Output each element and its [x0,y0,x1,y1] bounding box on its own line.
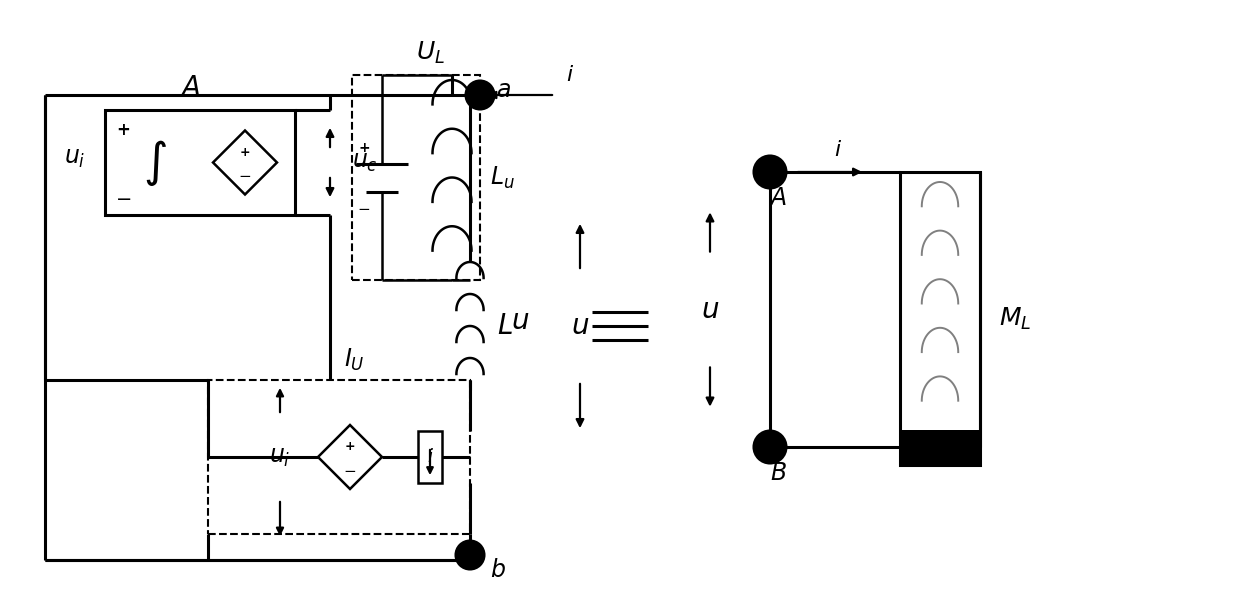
Circle shape [456,541,484,569]
Text: +: + [474,88,486,102]
Text: +: + [239,146,250,159]
Text: $u$: $u$ [511,307,529,335]
Bar [900,430,980,465]
Bar [418,431,441,483]
Circle shape [754,431,786,463]
Text: $-$: $-$ [238,167,252,182]
Text: +: + [764,164,776,179]
Text: $-$: $-$ [761,438,779,456]
Text: $u_i$: $u_i$ [269,445,290,469]
Text: $i$: $i$ [427,448,434,466]
Circle shape [466,81,494,109]
Text: +: + [358,140,370,155]
Text: $U_L$: $U_L$ [417,40,445,66]
Bar [105,110,295,215]
Text: $I_U$: $I_U$ [343,347,365,373]
Text: $M_L$: $M_L$ [999,305,1032,332]
Text: $u_i$: $u_i$ [64,146,86,170]
Text: $u$: $u$ [570,312,589,340]
Text: $u$: $u$ [701,296,719,323]
Text: $u_c$: $u_c$ [352,150,378,175]
Polygon shape [317,425,382,489]
Text: $i$: $i$ [565,65,574,85]
Text: $a$: $a$ [496,78,511,102]
Text: $i$: $i$ [835,140,842,160]
Text: $A$: $A$ [180,74,201,102]
Text: $L$: $L$ [497,312,513,340]
Text: +: + [345,441,356,453]
Text: $L_u$: $L_u$ [490,164,515,191]
Bar [352,75,480,280]
Polygon shape [213,131,277,194]
Text: $-$: $-$ [461,545,479,565]
Bar [208,380,470,534]
Bar [900,172,980,465]
Text: $-$: $-$ [357,200,371,215]
Circle shape [754,156,786,188]
Text: $-$: $-$ [343,462,357,477]
Text: $b$: $b$ [490,558,506,582]
Text: $-$: $-$ [115,187,131,206]
Text: $\int$: $\int$ [143,137,167,187]
Text: +: + [117,121,130,139]
Text: $B$: $B$ [770,461,786,485]
Text: $A$: $A$ [769,186,787,210]
